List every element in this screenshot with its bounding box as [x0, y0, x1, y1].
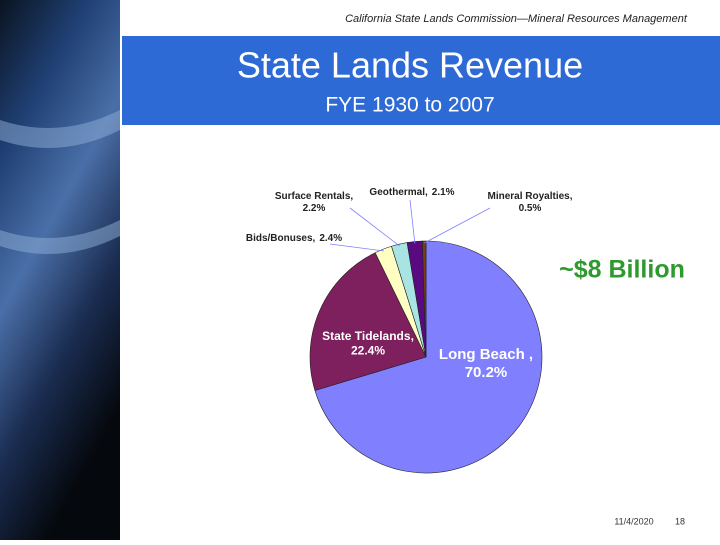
slice-value: 70.2% — [465, 364, 508, 381]
slice-category: State Tidelands, — [322, 329, 414, 343]
header-band — [122, 36, 720, 125]
slice-category: Long Beach , — [439, 346, 533, 363]
leader-line — [409, 199, 416, 244]
annotation: ~$8 Billion — [559, 256, 685, 284]
leader-line — [349, 207, 400, 247]
leader-line — [329, 243, 385, 252]
slice-value: 2.4% — [319, 233, 342, 244]
slice-label: Mineral Royalties, 0.5% — [487, 191, 572, 214]
waves — [0, 110, 120, 254]
date: 11/4/2020 — [614, 516, 653, 526]
slice-value: 2.2% — [303, 203, 326, 214]
period: FYE 1930 to 2007 — [325, 94, 494, 117]
slice-value: 22.4% — [351, 344, 385, 358]
side-image — [0, 0, 120, 540]
slice-category: Geothermal, — [369, 187, 428, 198]
leader-line — [424, 207, 491, 244]
title: State Lands Revenue — [237, 45, 583, 86]
slice-category: Bids/Bonuses, — [246, 233, 316, 244]
slice-value: 0.5% — [519, 203, 542, 214]
slice-label: Surface Rentals, 2.2% — [275, 191, 354, 214]
slice-label: State Tidelands, 22.4% — [322, 329, 414, 357]
slice-label: Long Beach , 70.2% — [439, 346, 533, 381]
slice-value: 2.1% — [432, 187, 455, 198]
slice-label: Bids/Bonuses, 2.4% — [246, 233, 342, 244]
subtitle: California State Lands Commission—Minera… — [345, 13, 688, 25]
slice-label: Geothermal, 2.1% — [369, 187, 454, 198]
pie-slice — [422, 240, 427, 358]
page-number: 18 — [675, 516, 685, 526]
slice-category: Mineral Royalties, — [487, 191, 572, 202]
pie-slice — [309, 252, 427, 391]
slice-category: Surface Rentals, — [275, 191, 354, 202]
pie-slice — [314, 240, 543, 474]
